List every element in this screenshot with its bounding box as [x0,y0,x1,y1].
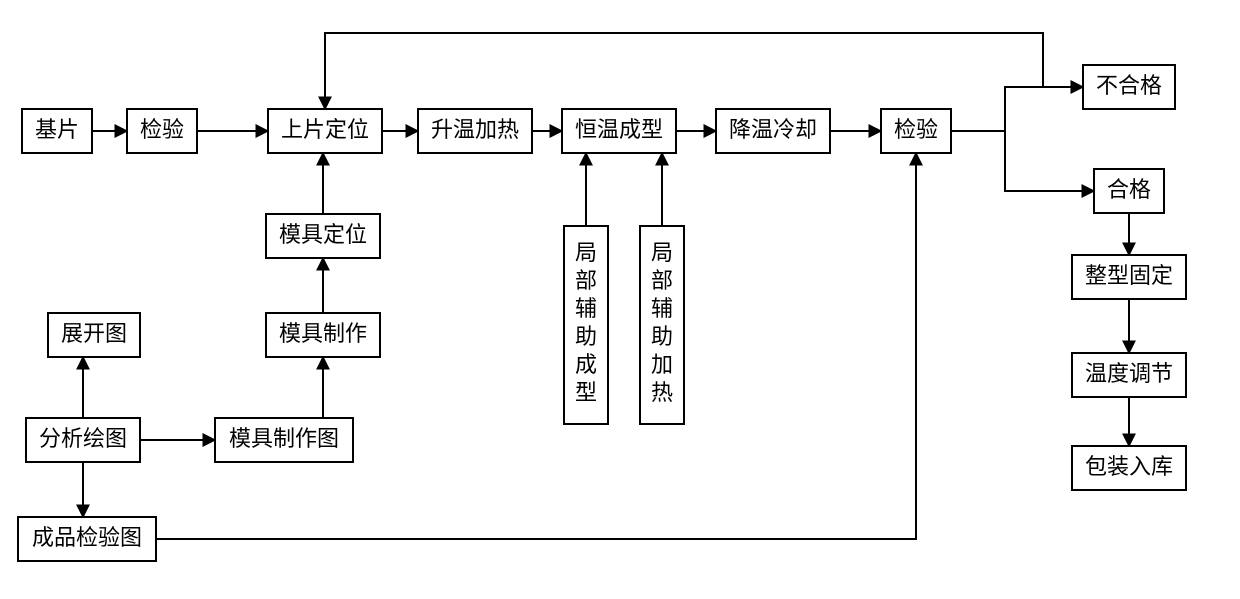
node-label-char: 局 [575,240,597,265]
node-label-char: 部 [575,268,597,293]
node-label-char: 部 [651,268,673,293]
node-n_tempadj: 温度调节 [1072,353,1186,397]
edge-e_fork_pass [1005,131,1094,191]
node-n_unfold: 展开图 [48,313,140,357]
node-label-char: 助 [651,324,673,349]
node-label: 基片 [35,117,79,142]
node-label: 恒温成型 [575,117,663,142]
node-label-char: 加 [651,352,673,377]
node-n_prodfig: 成品检验图 [18,517,156,561]
node-label-char: 辅 [651,296,673,321]
node-n_cooldown: 降温冷却 [716,109,830,153]
node-label: 温度调节 [1085,361,1173,386]
node-n_moldfig: 模具制作图 [215,418,353,462]
edge-e_fork_fail [1005,87,1083,131]
node-n_inspect2: 检验 [881,109,951,153]
node-n_moldpos: 模具定位 [266,214,380,258]
node-n_isothermal: 恒温成型 [562,109,676,153]
node-label: 检验 [140,117,184,142]
node-label: 合格 [1107,177,1151,202]
node-n_analysis: 分析绘图 [26,418,140,462]
edge-e_feedback [325,33,1083,109]
node-n_heatup: 升温加热 [418,109,532,153]
node-label-char: 辅 [575,296,597,321]
node-label: 模具定位 [279,222,367,247]
node-n_moldmake: 模具制作 [266,313,380,357]
node-label: 降温冷却 [729,117,817,142]
node-n_inspect1: 检验 [127,109,197,153]
node-n_localform: 局部辅助成型 [564,226,608,424]
node-label: 不合格 [1096,73,1162,98]
node-label: 检验 [894,117,938,142]
node-n_reshape: 整型固定 [1072,255,1186,299]
node-label-char: 热 [651,380,673,405]
node-label: 包装入库 [1085,454,1173,479]
node-label-char: 助 [575,324,597,349]
node-n_substrate: 基片 [22,109,92,153]
node-label: 分析绘图 [39,426,127,451]
node-n_pack: 包装入库 [1072,446,1186,490]
node-label: 上片定位 [281,117,369,142]
node-label: 整型固定 [1085,263,1173,288]
node-label-char: 局 [651,240,673,265]
node-n_fail: 不合格 [1083,65,1175,109]
node-label: 模具制作 [279,321,367,346]
flowchart-canvas: 基片 检验 上片定位 升温加热 恒温成型 降温冷却 检验 不合格合格整型固定温度调节包装入库 模… [0,0,1240,599]
node-label: 展开图 [61,321,127,346]
node-label: 成品检验图 [32,525,142,550]
node-label-char: 成 [575,352,597,377]
node-n_loadpos: 上片定位 [268,109,382,153]
node-n_pass: 合格 [1094,169,1164,213]
node-label-char: 型 [575,380,597,405]
node-n_localheat: 局部辅助加热 [640,226,684,424]
node-label: 升温加热 [431,117,519,142]
nodes-layer: 基片 检验 上片定位 升温加热 恒温成型 降温冷却 检验 不合格合格整型固定温度调节包装入库 模… [18,65,1186,561]
node-label: 模具制作图 [229,426,339,451]
